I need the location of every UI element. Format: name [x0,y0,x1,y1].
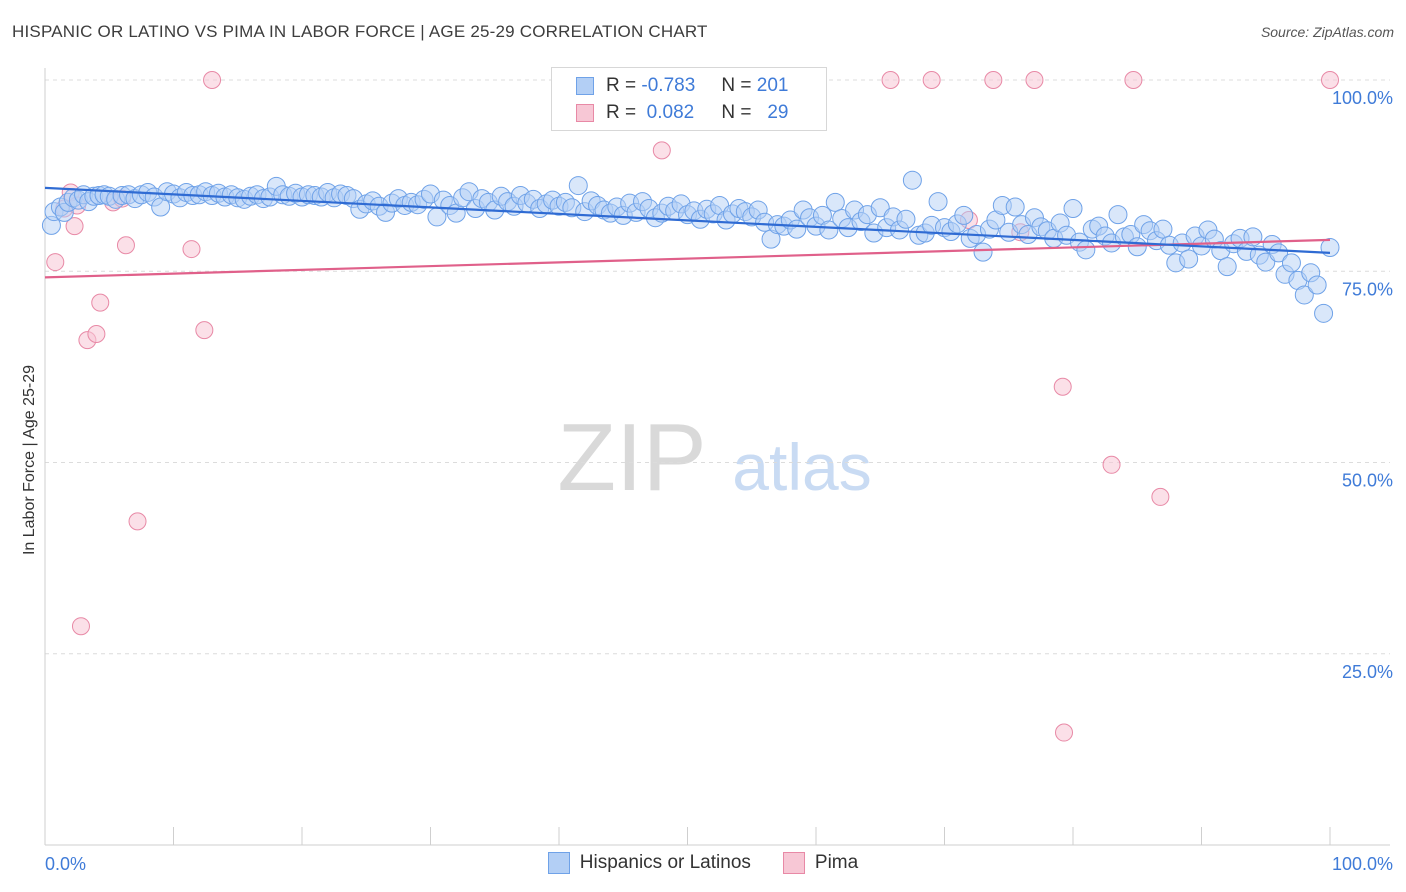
hispanic-trend-line [44,186,1331,254]
x-tick-labels: 0.0% 100.0% [45,854,1393,874]
legend-r-value: 0.082 [641,102,695,123]
pima-point [1151,487,1170,506]
y-tick-label: 25.0% [1342,662,1393,682]
hispanic-point [819,220,839,240]
pima-point [1124,71,1143,89]
hispanic-point [1320,238,1340,258]
grid [45,79,1390,655]
y-tick-label: 75.0% [1342,279,1393,299]
legend-row-pima: R = 0.082 N = 29 [576,100,788,126]
legend-swatch-pink [782,852,805,874]
pima-point [652,141,671,160]
hispanic-point [973,242,993,262]
hispanic-point [568,176,588,196]
source-label: Source: ZipAtlas.com [1260,24,1394,40]
legend-r-value: -0.783 [641,75,696,96]
watermark: ZIP atlas [557,404,871,511]
series-legend: Hispanics or Latinos Pima [0,852,1406,874]
legend-swatch-blue [547,852,570,874]
legend-swatch-pink [576,104,594,122]
pima-point [87,324,106,343]
hispanic-point [1217,257,1237,277]
hispanic-point [1307,275,1327,295]
pima-point [128,512,147,531]
x-tick-label: 100.0% [1332,854,1393,874]
legend-r-label: R = [606,102,637,123]
hispanic-point [1108,205,1128,225]
hispanic-point [1153,219,1173,239]
legend-item-hispanic: Hispanics or Latinos [547,852,751,874]
hispanic-point [1005,197,1025,217]
hispanic-point [1063,199,1083,219]
y-tick-label: 50.0% [1342,471,1393,491]
pima-point [881,71,900,89]
legend-n-label: N = [721,102,752,123]
hispanic-point [870,198,890,218]
legend-n-label: N = [721,75,752,96]
legend-swatch-blue [576,77,594,95]
pima-point [1321,71,1339,89]
legend-label-pima: Pima [814,852,859,873]
legend-row-hispanic: R = -0.783 N = 201 [576,73,788,99]
pima-trend-line [44,238,1331,279]
hispanic-point [1294,285,1314,305]
hispanic-point [1314,303,1334,323]
legend-item-pima: Pima [782,852,859,874]
y-tick-label: 100.0% [1332,88,1393,108]
pima-point [91,293,110,312]
hispanic-point [1256,252,1276,272]
pima-point [195,321,214,340]
hispanic-point [954,205,974,225]
hispanic-point [1269,243,1289,263]
hispanic-point [1281,253,1301,273]
watermark-atlas: atlas [732,430,871,504]
pima-point [922,71,941,89]
hispanic-point [1179,249,1199,269]
pima-point [65,217,84,236]
x-tick-label: 0.0% [45,854,86,874]
pima-point [1102,455,1121,474]
pima-point [116,236,135,255]
legend-r-label: R = [606,75,637,96]
hispanic-point [825,192,845,212]
pima-point [182,240,201,259]
pima-point [1025,71,1044,89]
chart-title: HISPANIC OR LATINO VS PIMA IN LABOR FORC… [12,22,708,41]
y-tick-labels: 25.0% 50.0% 75.0% 100.0% [1332,88,1393,682]
legend-label-hispanic: Hispanics or Latinos [579,852,751,873]
pima-point [203,71,222,89]
trend-lines [44,186,1331,279]
pima-point [1055,723,1074,742]
hispanic-point [1076,240,1096,260]
legend-n-value: 201 [756,75,789,96]
legend-n-value: 29 [767,102,789,123]
watermark-zip: ZIP [557,404,706,511]
hispanic-point [902,170,922,190]
correlation-legend: R = -0.783 N = 201 R = 0.082 N = 29 [551,67,827,131]
axes [44,68,1390,846]
hispanic-point [896,209,916,229]
hispanic-point [928,192,948,212]
hispanic-points [41,170,1340,323]
pima-point [1053,377,1072,396]
pima-point [984,71,1003,89]
pima-point [71,617,90,636]
pima-point [46,253,65,272]
